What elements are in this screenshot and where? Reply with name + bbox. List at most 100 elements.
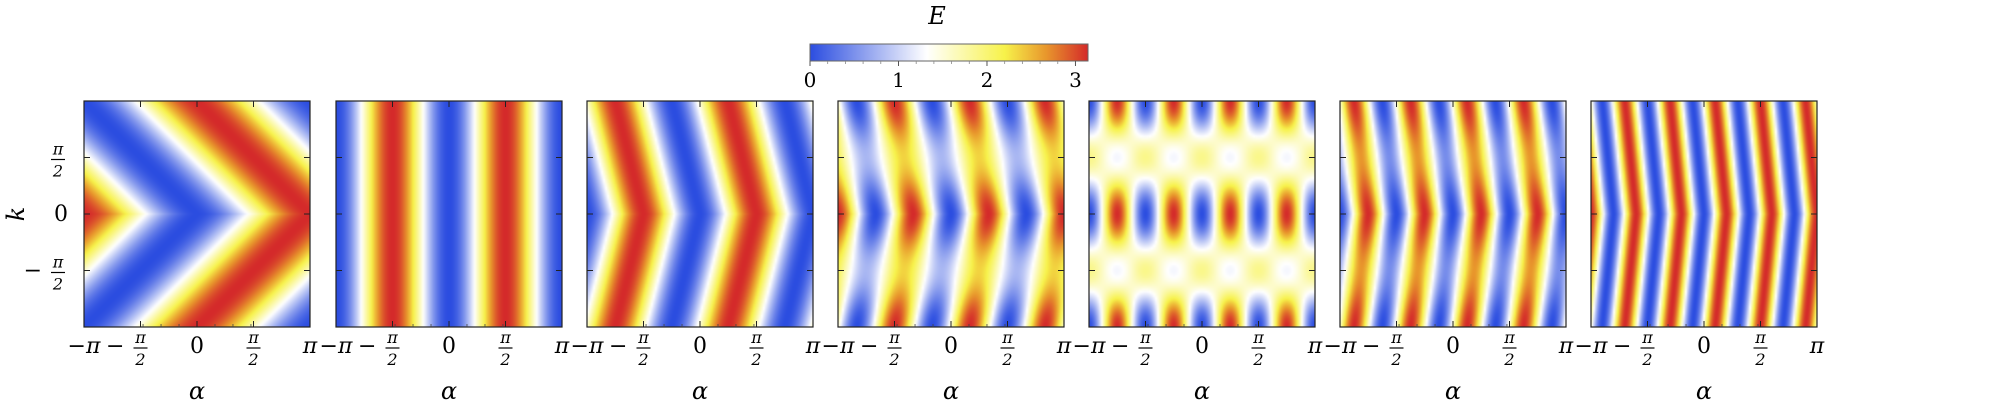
tick-denominator: 2: [1390, 350, 1401, 369]
x-axis-ticks: −π − π20 π2π: [1575, 101, 1825, 369]
tick-numerator: π: [1503, 328, 1515, 347]
x-axis-label: α: [943, 377, 959, 405]
tick-sign: −: [358, 334, 376, 359]
y-axis-ticks: [587, 156, 813, 272]
y-axis-ticks: π20− π2: [24, 139, 310, 294]
tick-label: 0: [944, 334, 958, 359]
tick-numerator: π: [888, 328, 900, 347]
colorbar-ticks: 0 1 2 3: [804, 61, 1082, 92]
tick-denominator: 2: [52, 275, 63, 294]
tick-numerator: π: [1139, 328, 1151, 347]
x-axis-ticks: −π − π20 π2π: [68, 101, 318, 369]
x-axis-ticks: −π − π20 π2π: [1073, 101, 1323, 369]
tick-sign: −: [1362, 334, 1380, 359]
tick-numerator: π: [1641, 328, 1653, 347]
tick-label: −π: [1575, 334, 1608, 359]
tick-numerator: π: [386, 328, 398, 347]
tick-label: π: [1558, 334, 1574, 359]
tick-numerator: π: [134, 328, 146, 347]
y-axis-ticks: [1089, 156, 1315, 272]
tick-label: π: [1056, 334, 1072, 359]
x-axis-ticks: −π − π20 π2π: [1324, 101, 1574, 369]
tick-sign: −: [1613, 334, 1631, 359]
tick-label: −π: [822, 334, 855, 359]
tick-label: −π: [1324, 334, 1357, 359]
tick-numerator: π: [637, 328, 649, 347]
tick-label: 0: [1195, 334, 1209, 359]
x-axis-label: α: [441, 377, 457, 405]
colorbar-tick-label: 0: [804, 68, 817, 92]
tick-denominator: 2: [1139, 350, 1150, 369]
heatmap-image: [84, 101, 310, 327]
y-axis-ticks: [336, 156, 562, 272]
tick-label: −π: [68, 334, 101, 359]
heatmap-image: [336, 101, 562, 327]
tick-label: 0: [54, 202, 68, 227]
tick-denominator: 2: [499, 350, 510, 369]
heatmap-image: [1340, 101, 1566, 327]
tick-label: 0: [442, 334, 456, 359]
y-axis-ticks: [838, 156, 1064, 272]
tick-denominator: 2: [247, 350, 258, 369]
tick-numerator: π: [1001, 328, 1013, 347]
x-axis-label: α: [1194, 377, 1210, 405]
x-axis-label: α: [189, 377, 205, 405]
tick-denominator: 2: [1252, 350, 1263, 369]
colorbar-tick-label: 2: [981, 68, 994, 92]
tick-numerator: π: [247, 328, 259, 347]
tick-label: −π: [571, 334, 604, 359]
tick-label: 0: [693, 334, 707, 359]
heatmap-image: [587, 101, 813, 327]
x-axis-ticks: −π − π20 π2π: [822, 101, 1072, 369]
tick-sign: −: [1111, 334, 1129, 359]
y-axis-ticks: [1340, 156, 1566, 272]
tick-label: π: [805, 334, 821, 359]
colorbar: E 0 1 2 3: [804, 2, 1089, 92]
tick-denominator: 2: [134, 350, 145, 369]
heatmap-image: [1089, 101, 1315, 327]
tick-denominator: 2: [637, 350, 648, 369]
tick-sign: −: [609, 334, 627, 359]
y-axis-ticks: [1591, 156, 1817, 272]
tick-label: π: [1809, 334, 1825, 359]
x-axis-label: α: [1445, 377, 1461, 405]
colorbar-tick-label: 1: [892, 68, 905, 92]
tick-label: −π: [1073, 334, 1106, 359]
tick-numerator: π: [52, 253, 64, 272]
x-axis-label: α: [692, 377, 708, 405]
tick-sign: −: [24, 259, 42, 284]
tick-denominator: 2: [386, 350, 397, 369]
tick-label: 0: [1697, 334, 1711, 359]
tick-label: π: [554, 334, 570, 359]
tick-denominator: 2: [750, 350, 761, 369]
tick-numerator: π: [499, 328, 511, 347]
tick-denominator: 2: [52, 161, 63, 180]
tick-numerator: π: [1754, 328, 1766, 347]
tick-label: 0: [1446, 334, 1460, 359]
tick-denominator: 2: [1641, 350, 1652, 369]
tick-label: −π: [320, 334, 353, 359]
x-axis-label: α: [1696, 377, 1712, 405]
colorbar-gradient: [809, 43, 1089, 62]
tick-numerator: π: [52, 139, 64, 158]
tick-denominator: 2: [1754, 350, 1765, 369]
heatmap-image: [1591, 101, 1817, 327]
colorbar-tick-label: 3: [1069, 68, 1082, 92]
tick-denominator: 2: [888, 350, 899, 369]
colorbar-title: E: [927, 2, 946, 30]
tick-sign: −: [106, 334, 124, 359]
tick-label: π: [302, 334, 318, 359]
tick-numerator: π: [750, 328, 762, 347]
tick-label: 0: [190, 334, 204, 359]
tick-label: π: [1307, 334, 1323, 359]
heatmap-image: [838, 101, 1064, 327]
tick-denominator: 2: [1503, 350, 1514, 369]
x-axis-ticks: −π − π20 π2π: [320, 101, 570, 369]
